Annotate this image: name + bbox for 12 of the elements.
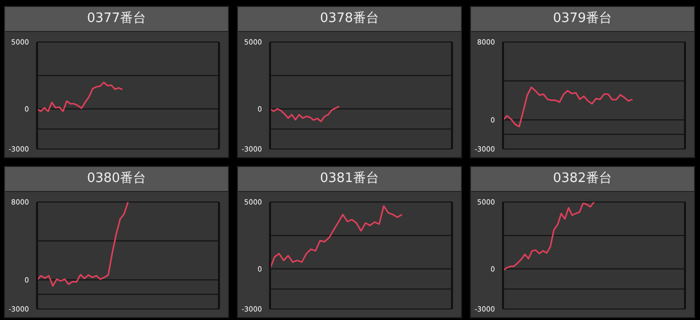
- line-series: [270, 205, 403, 270]
- line-series: [503, 202, 595, 272]
- chart-title: 0382番台: [471, 167, 694, 192]
- line-series: [37, 82, 124, 112]
- line-series: [503, 86, 634, 128]
- line-series: [270, 106, 340, 122]
- chart-title: 0378番台: [238, 7, 461, 32]
- chart-title: 0377番台: [5, 7, 228, 32]
- chart-title: 0380番台: [5, 167, 228, 192]
- line-series: [37, 202, 129, 287]
- chart-title: 0379番台: [471, 7, 694, 32]
- chart-title: 0381番台: [238, 167, 461, 192]
